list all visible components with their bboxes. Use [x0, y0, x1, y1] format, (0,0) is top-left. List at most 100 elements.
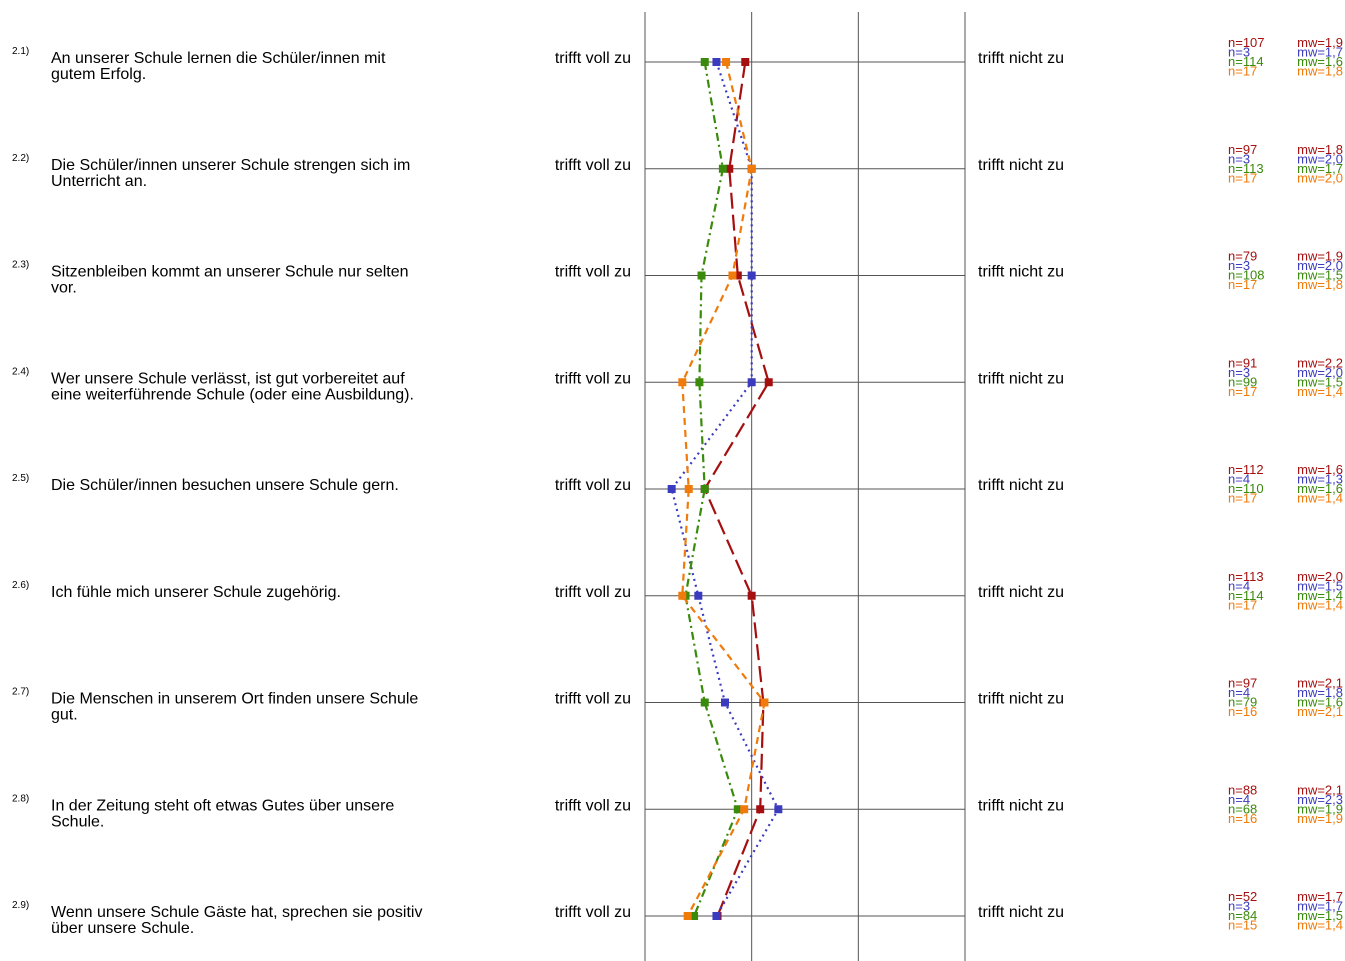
series-1-point [725, 164, 734, 173]
series-3-point [697, 271, 706, 280]
anchor-left: trifft voll zu [555, 264, 631, 281]
series-4-point [684, 485, 693, 493]
stat-n: n=84 [1228, 908, 1257, 923]
stat-mw: mw=1,3 [1297, 472, 1343, 487]
stat-n: n=3 [1228, 365, 1250, 380]
item-text-line: Die Schüler/innen unserer Schule strenge… [51, 157, 410, 174]
stat-n: n=88 [1228, 782, 1257, 797]
stat-mw: mw=1,4 [1297, 588, 1343, 603]
item-number: 2.5) [12, 473, 29, 484]
stat-n: n=3 [1228, 151, 1250, 166]
anchor-left: trifft voll zu [555, 904, 631, 921]
stat-mw: mw=2,0 [1297, 365, 1343, 380]
anchor-right: trifft nicht zu [978, 691, 1064, 708]
stat-mw: mw=1,5 [1297, 578, 1343, 593]
item-number: 2.7) [12, 687, 29, 698]
item-number: 2.8) [12, 793, 29, 804]
series-3-point [718, 164, 727, 173]
series-3-point [700, 58, 709, 66]
item-text-line: Die Menschen in unserem Ort finden unser… [51, 691, 418, 708]
stat-mw: mw=1,4 [1297, 491, 1343, 506]
series-2-point [721, 698, 729, 707]
stat-mw: mw=2,0 [1297, 258, 1343, 273]
stat-n: n=107 [1228, 35, 1265, 50]
item-text-line: über unsere Schule. [51, 920, 194, 937]
anchor-right: trifft nicht zu [978, 477, 1064, 494]
series-line-4 [681, 61, 766, 917]
series-2-point [747, 271, 756, 280]
series-4-point [678, 591, 687, 600]
stat-n: n=114 [1228, 54, 1264, 69]
stat-mw: mw=2,0 [1297, 569, 1343, 584]
anchor-right: trifft nicht zu [978, 50, 1064, 67]
stat-n: n=17 [1228, 597, 1257, 612]
stat-n: n=3 [1228, 258, 1250, 273]
stat-mw: mw=1,5 [1297, 908, 1343, 923]
series-3-point [695, 378, 704, 387]
stat-n: n=110 [1228, 481, 1264, 496]
series-4-point [683, 912, 692, 920]
stat-mw: mw=2,3 [1297, 792, 1343, 807]
anchor-left: trifft voll zu [555, 691, 631, 708]
item-text-line: gutem Erfolg. [51, 66, 146, 83]
stat-n: n=3 [1228, 899, 1250, 914]
stat-mw: mw=1,9 [1297, 249, 1343, 264]
series-4-point [722, 58, 731, 66]
stat-n: n=79 [1228, 695, 1257, 710]
series-2-point [747, 378, 756, 387]
item-text-line: An unserer Schule lernen die Schüler/inn… [51, 50, 386, 67]
anchor-left: trifft voll zu [555, 584, 631, 601]
item-labels: 2.1) An unserer Schule lernen die Schüler… [12, 46, 1064, 937]
stat-mw: mw=1,7 [1297, 899, 1343, 914]
stat-n: n=52 [1228, 889, 1257, 904]
stat-mw: mw=2,0 [1297, 170, 1343, 185]
stat-mw: mw=2,2 [1297, 355, 1343, 370]
series-1-point [747, 591, 756, 600]
stat-n: n=17 [1228, 170, 1257, 185]
stat-mw: mw=1,6 [1297, 462, 1343, 477]
item-text-line: vor. [51, 280, 77, 297]
item-text-line: In der Zeitung steht oft etwas Gutes übe… [51, 797, 394, 814]
stat-n: n=108 [1228, 268, 1265, 283]
item-text-line: Die Schüler/innen besuchen unsere Schule… [51, 477, 399, 494]
stat-mw: mw=1,4 [1297, 918, 1343, 933]
series-line-3 [684, 61, 739, 917]
series-1-point [756, 805, 765, 814]
series-4-point [760, 698, 769, 707]
anchor-right: trifft nicht zu [978, 797, 1064, 814]
series-4-point [747, 164, 756, 173]
anchor-right: trifft nicht zu [978, 584, 1064, 601]
stat-n: n=97 [1228, 676, 1257, 691]
stat-mw: mw=1,9 [1297, 811, 1343, 826]
item-text-line: eine weiterführende Schule (oder eine Au… [51, 386, 414, 403]
stat-n: n=16 [1228, 811, 1257, 826]
stat-mw: mw=1,4 [1297, 384, 1343, 399]
stat-mw: mw=1,4 [1297, 597, 1343, 612]
series-2-point [694, 591, 703, 600]
anchor-left: trifft voll zu [555, 157, 631, 174]
series-3-point [733, 805, 742, 814]
item-statistics: n=107 mw=1,9 n=3 mw=1,7 n=114 mw=1,6 n=17 mw=1,… [1228, 35, 1343, 933]
stat-n: n=114 [1228, 588, 1264, 603]
stat-n: n=113 [1228, 161, 1264, 176]
series-3-point [700, 698, 709, 707]
item-number: 2.1) [12, 46, 29, 57]
series-4-point [740, 805, 749, 814]
item-text-line: Ich fühle mich unserer Schule zugehörig. [51, 584, 341, 601]
stat-mw: mw=1,7 [1297, 45, 1343, 60]
stat-n: n=79 [1228, 249, 1257, 264]
stat-n: n=91 [1228, 355, 1257, 370]
item-number: 2.4) [12, 366, 29, 377]
stat-n: n=15 [1228, 918, 1257, 933]
stat-mw: mw=1,6 [1297, 695, 1343, 710]
stat-mw: mw=1,8 [1297, 142, 1343, 157]
stat-mw: mw=2,1 [1297, 676, 1343, 691]
anchor-right: trifft nicht zu [978, 904, 1064, 921]
item-text-line: Sitzenbleiben kommt an unserer Schule nu… [51, 264, 409, 281]
item-text-line: Wer unsere Schule verlässt, ist gut vorb… [51, 370, 405, 387]
item-text-line: gut. [51, 707, 78, 724]
stat-n: n=99 [1228, 374, 1257, 389]
stat-n: n=4 [1228, 472, 1250, 487]
anchor-right: trifft nicht zu [978, 370, 1064, 387]
